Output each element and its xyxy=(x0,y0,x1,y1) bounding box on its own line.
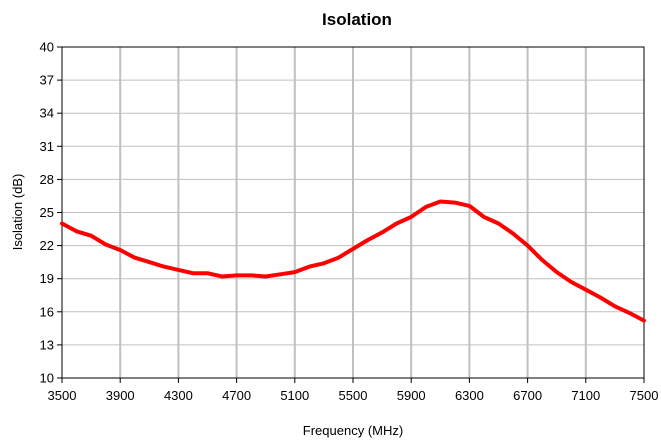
y-tick-label: 13 xyxy=(40,337,54,352)
x-tick-label: 6300 xyxy=(455,388,484,403)
series xyxy=(60,199,646,323)
x-tick-label: 3900 xyxy=(106,388,135,403)
x-axis-label: Frequency (MHz) xyxy=(303,423,403,438)
axis-ticks: 3500 3900 4300 4700 5100 5500 5900 6300 6700 7100… xyxy=(40,40,659,404)
y-axis-label: Isolation (dB) xyxy=(10,174,25,251)
x-tick-label: 6700 xyxy=(513,388,542,403)
y-tick-label: 34 xyxy=(40,106,54,121)
y-tick-label: 22 xyxy=(40,238,54,253)
y-tick-label: 10 xyxy=(40,371,54,386)
y-tick-label: 16 xyxy=(40,304,54,319)
x-tick-label: 7500 xyxy=(630,388,659,403)
y-tick-label: 19 xyxy=(40,271,54,286)
y-tick-label: 40 xyxy=(40,40,54,55)
y-tick-label: 25 xyxy=(40,205,54,220)
x-tick-label: 5500 xyxy=(339,388,368,403)
x-tick-label: 3500 xyxy=(48,388,77,403)
chart-title: Isolation xyxy=(322,10,392,29)
y-tick-label: 28 xyxy=(40,172,54,187)
y-tick-label: 31 xyxy=(40,139,54,154)
grid xyxy=(62,47,644,378)
x-tick-label: 4700 xyxy=(222,388,251,403)
x-tick-label: 5100 xyxy=(280,388,309,403)
y-tick-label: 37 xyxy=(40,73,54,88)
series-line xyxy=(60,199,646,323)
x-tick-label: 5900 xyxy=(397,388,426,403)
x-tick-label: 4300 xyxy=(164,388,193,403)
x-tick-label: 7100 xyxy=(571,388,600,403)
